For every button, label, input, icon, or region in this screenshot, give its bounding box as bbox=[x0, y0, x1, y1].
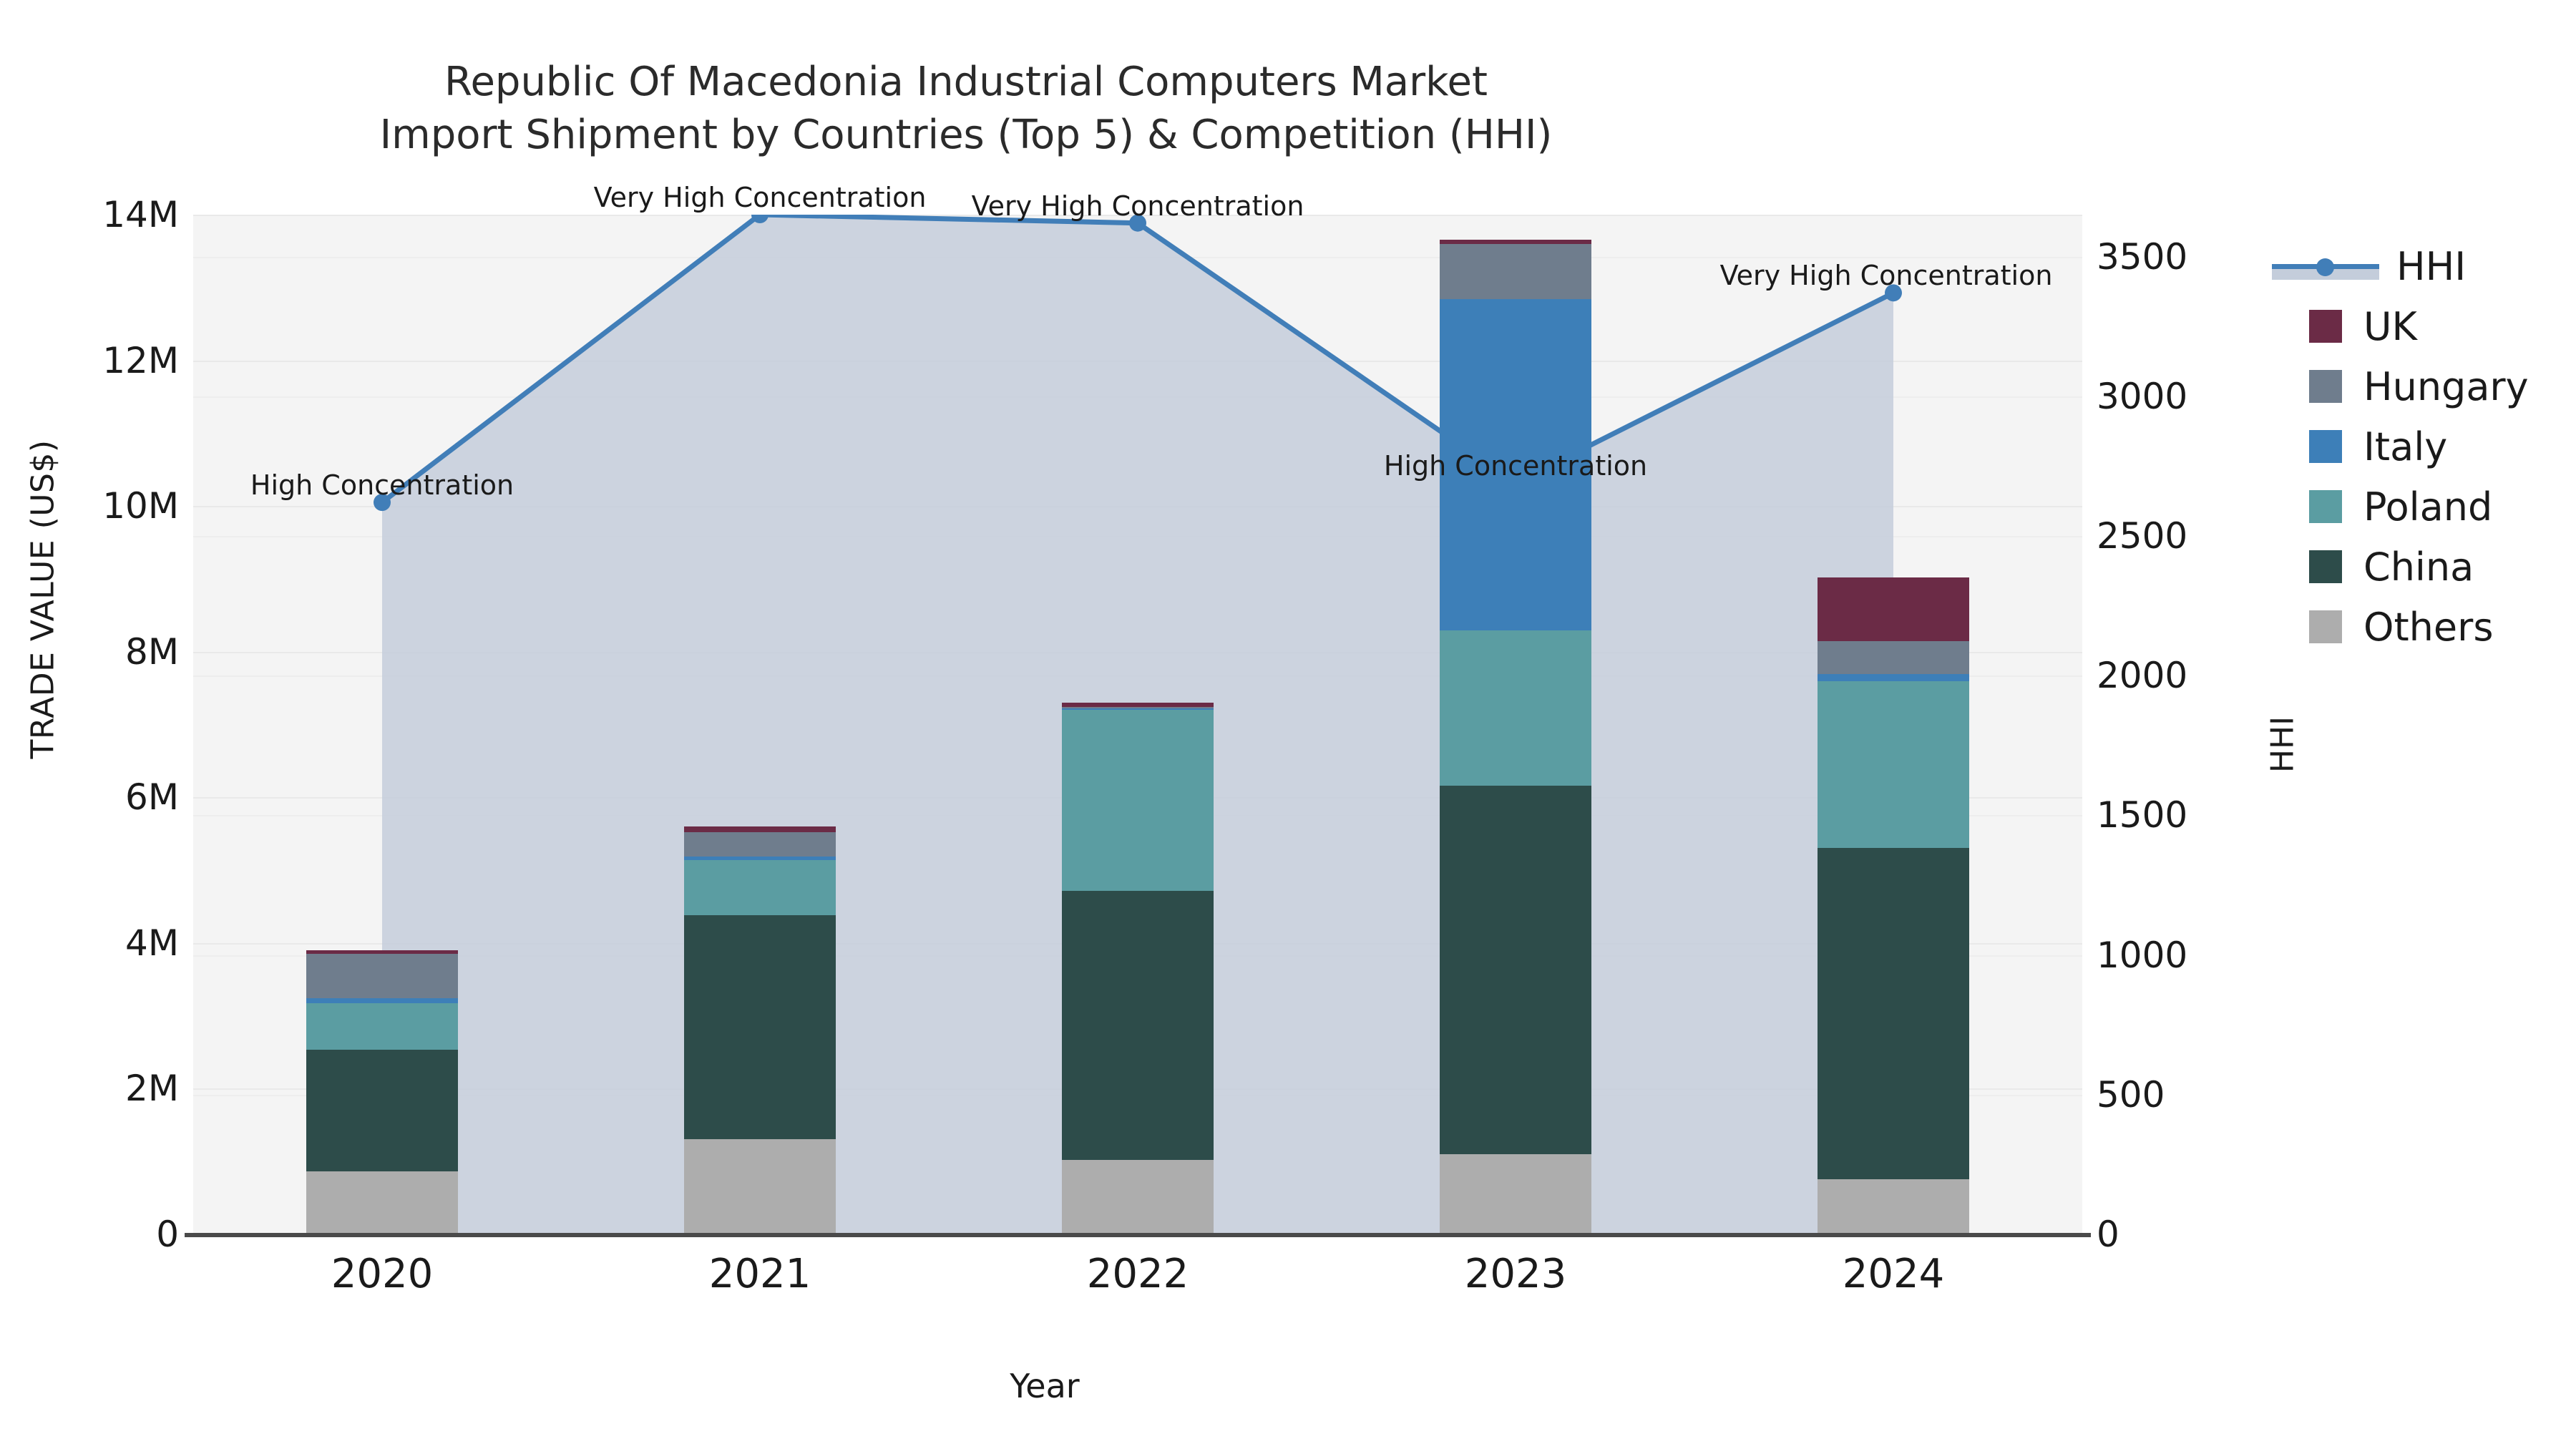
legend-dot bbox=[2316, 258, 2334, 276]
bar-segment-italy[interactable] bbox=[306, 998, 458, 1004]
bar-segment-others[interactable] bbox=[684, 1138, 836, 1234]
y-tick-right: 2000 bbox=[2097, 655, 2188, 697]
legend-label: HHI bbox=[2396, 243, 2467, 289]
bar-segment-italy[interactable] bbox=[684, 856, 836, 860]
bar-segment-uk[interactable] bbox=[1440, 239, 1591, 244]
legend-label: China bbox=[2363, 544, 2474, 590]
plot-area: High Concentration Very High Concentratio… bbox=[193, 182, 2082, 1236]
hhi-annotation: Very High Concentration bbox=[1719, 260, 2053, 292]
bar-segment-uk[interactable] bbox=[306, 950, 458, 955]
legend-label: UK bbox=[2363, 303, 2417, 349]
bar-segment-poland[interactable] bbox=[1818, 681, 1969, 848]
x-axis-label: Year bbox=[1010, 1367, 1080, 1405]
bar-segment-italy[interactable] bbox=[1818, 674, 1969, 682]
bar-segment-china[interactable] bbox=[1818, 847, 1969, 1179]
legend-swatch-icon bbox=[2309, 430, 2342, 463]
legend-label: Italy bbox=[2363, 424, 2448, 469]
bar-segment-hungary[interactable] bbox=[684, 832, 836, 857]
bar-segment-hungary[interactable] bbox=[306, 954, 458, 999]
y-tick-right: 2500 bbox=[2097, 514, 2188, 557]
x-tick-2020: 2020 bbox=[331, 1251, 434, 1297]
bar-segment-others[interactable] bbox=[1062, 1160, 1214, 1234]
y-axis-right-label: HHI bbox=[2264, 716, 2301, 774]
hhi-annotation: High Concentration bbox=[1383, 449, 1648, 482]
y-tick-left: 8M bbox=[125, 630, 179, 673]
x-tick-2024: 2024 bbox=[1842, 1251, 1945, 1297]
legend-swatch-icon bbox=[2309, 490, 2342, 523]
hhi-annotation: High Concentration bbox=[250, 469, 514, 502]
y-tick-right: 3500 bbox=[2097, 235, 2188, 278]
y-tick-left: 12M bbox=[102, 339, 179, 381]
bar-segment-uk[interactable] bbox=[1818, 577, 1969, 642]
bar-segment-others[interactable] bbox=[306, 1171, 458, 1234]
x-axis-line bbox=[185, 1233, 2091, 1237]
y-tick-right: 0 bbox=[2097, 1214, 2119, 1255]
legend-label: Hungary bbox=[2363, 364, 2529, 409]
bar-segment-hungary[interactable] bbox=[1062, 707, 1214, 709]
legend-line-marker-icon bbox=[2272, 250, 2379, 283]
bar-segment-poland[interactable] bbox=[306, 1003, 458, 1050]
legend-swatch-icon bbox=[2309, 550, 2342, 583]
legend-swatch-icon bbox=[2309, 610, 2342, 643]
hhi-annotation: Very High Concentration bbox=[971, 190, 1304, 222]
bar-segment-hungary[interactable] bbox=[1818, 641, 1969, 675]
bar-segment-hungary[interactable] bbox=[1440, 243, 1591, 300]
bar-segment-china[interactable] bbox=[1062, 890, 1214, 1161]
legend-item-china[interactable]: China bbox=[2272, 537, 2572, 597]
bar-group[interactable] bbox=[1818, 215, 1969, 1234]
legend-item-italy[interactable]: Italy bbox=[2272, 416, 2572, 477]
y-tick-right: 1000 bbox=[2097, 934, 2188, 976]
bar-segment-china[interactable] bbox=[306, 1050, 458, 1172]
legend-item-hungary[interactable]: Hungary bbox=[2272, 356, 2572, 416]
x-tick-2022: 2022 bbox=[1086, 1251, 1189, 1297]
y-tick-right: 3000 bbox=[2097, 375, 2188, 417]
chart-title: Republic Of Macedonia Industrial Compute… bbox=[379, 59, 1553, 159]
bar-group[interactable] bbox=[1062, 215, 1214, 1234]
legend-item-poland[interactable]: Poland bbox=[2272, 477, 2572, 537]
bar-segment-others[interactable] bbox=[1818, 1179, 1969, 1234]
bar-segment-italy[interactable] bbox=[1062, 708, 1214, 711]
legend-swatch-icon bbox=[2309, 370, 2342, 403]
x-tick-2023: 2023 bbox=[1464, 1251, 1567, 1297]
legend-label: Others bbox=[2363, 604, 2494, 650]
legend-item-others[interactable]: Others bbox=[2272, 597, 2572, 657]
y-tick-left: 14M bbox=[102, 194, 179, 235]
bar-group[interactable] bbox=[684, 215, 836, 1234]
y-tick-left: 0 bbox=[156, 1214, 179, 1255]
y-tick-left: 10M bbox=[102, 485, 179, 527]
legend-item-uk[interactable]: UK bbox=[2272, 296, 2572, 356]
bar-segment-poland[interactable] bbox=[1062, 710, 1214, 891]
legend-swatch-icon bbox=[2309, 310, 2342, 343]
legend-item-hhi[interactable]: HHI bbox=[2272, 236, 2572, 296]
bar-segment-italy[interactable] bbox=[1440, 299, 1591, 631]
y-tick-left: 4M bbox=[125, 922, 179, 964]
bar-segment-poland[interactable] bbox=[684, 859, 836, 916]
x-tick-2021: 2021 bbox=[708, 1251, 811, 1297]
bar-group[interactable] bbox=[1440, 215, 1591, 1234]
bar-segment-others[interactable] bbox=[1440, 1154, 1591, 1234]
bar-segment-china[interactable] bbox=[684, 915, 836, 1139]
y-tick-right: 1500 bbox=[2097, 794, 2188, 836]
hhi-annotation: Very High Concentration bbox=[593, 182, 927, 213]
y-tick-left: 2M bbox=[125, 1068, 179, 1110]
y-tick-right: 500 bbox=[2097, 1073, 2165, 1116]
bar-segment-uk[interactable] bbox=[684, 826, 836, 833]
bar-segment-china[interactable] bbox=[1440, 786, 1591, 1155]
y-tick-left: 6M bbox=[125, 776, 179, 819]
legend-label: Poland bbox=[2363, 484, 2493, 530]
legend: HHI UK Hungary Italy Poland China Others bbox=[2272, 236, 2572, 657]
bar-segment-uk[interactable] bbox=[1062, 702, 1214, 708]
bar-group[interactable] bbox=[306, 215, 458, 1234]
bar-segment-poland[interactable] bbox=[1440, 630, 1591, 786]
y-axis-left-label: TRADE VALUE (US$) bbox=[24, 439, 62, 759]
